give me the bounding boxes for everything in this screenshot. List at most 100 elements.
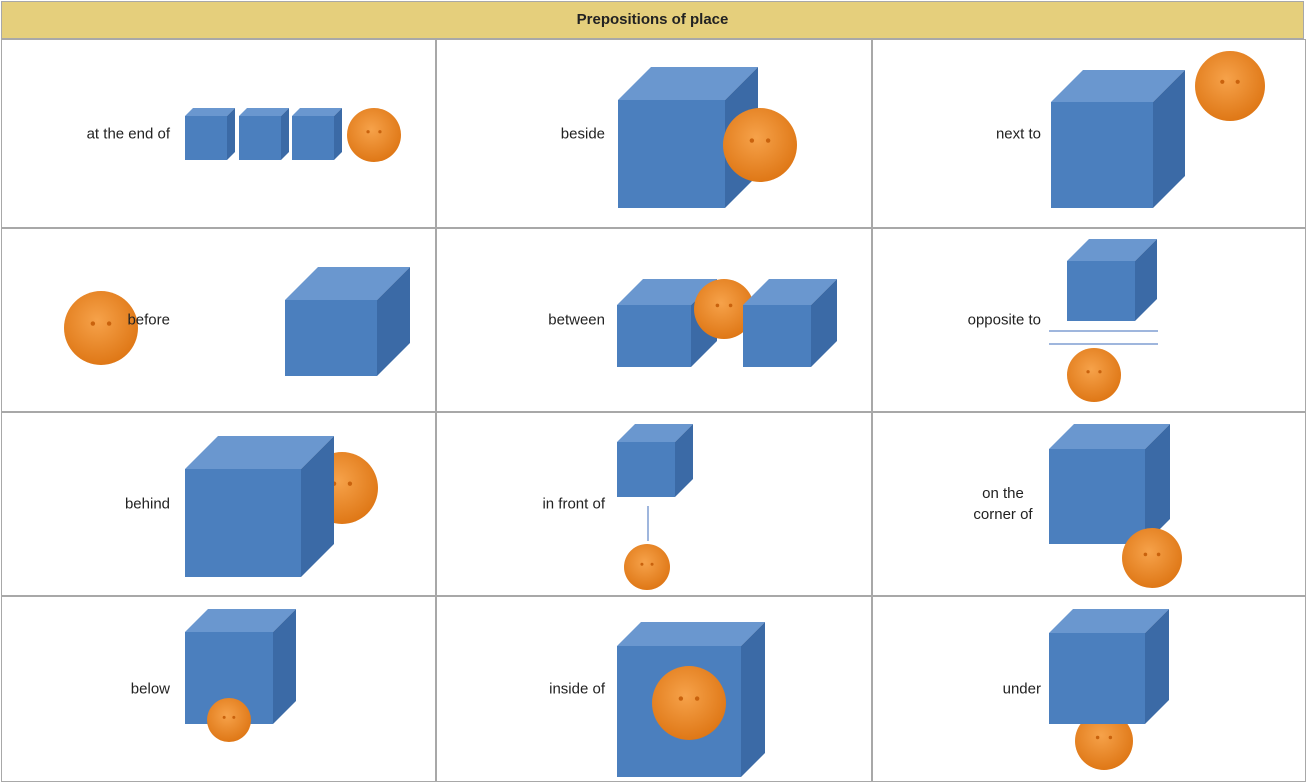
cube-front (239, 116, 281, 160)
ball (207, 698, 251, 742)
preposition-label: at the end of (86, 125, 170, 142)
cube-front (1049, 449, 1145, 544)
ball-eye (1220, 79, 1225, 84)
table-cell: behind (1, 412, 436, 596)
preposition-label: inside of (549, 680, 605, 698)
ball-body (1067, 348, 1121, 402)
cube-side (377, 267, 410, 376)
ball-body (207, 698, 251, 742)
table-cell: next to (872, 39, 1306, 228)
cube (292, 108, 342, 160)
cube-front (185, 469, 301, 577)
cube-front (1067, 261, 1135, 321)
ball-eye (728, 303, 733, 308)
ball-eye (1098, 370, 1102, 374)
ball (1067, 348, 1121, 402)
table-cell: under (872, 596, 1306, 782)
ball-body (347, 108, 401, 162)
table-cell: beside (436, 39, 872, 228)
cube-top (618, 67, 758, 100)
ball-body (652, 666, 726, 740)
cube-top (1051, 70, 1185, 102)
ball (1075, 712, 1133, 770)
cube-top (617, 622, 765, 646)
cube-top (285, 267, 410, 300)
cube-front (185, 116, 227, 160)
table-cell: inside of (436, 596, 872, 782)
preposition-label: under (1002, 680, 1041, 698)
cube-front (1049, 633, 1145, 724)
ball (624, 544, 670, 590)
cube-side (1145, 424, 1170, 544)
ball-eye (650, 562, 654, 566)
ball-body (1122, 528, 1182, 588)
illustration (1049, 424, 1182, 588)
ball-eye (749, 138, 755, 143)
preposition-label: in front of (542, 495, 605, 513)
cube-top (185, 609, 296, 632)
preposition-label: opposite to (967, 311, 1041, 329)
cube (743, 279, 837, 367)
cube (617, 424, 693, 497)
ball (723, 108, 797, 182)
ball (1195, 51, 1265, 121)
cube-side (301, 436, 334, 577)
ball (652, 666, 726, 740)
ball (1122, 528, 1182, 588)
cube-top (617, 424, 693, 442)
ball-eye (1156, 552, 1161, 557)
illustration (1051, 51, 1265, 208)
cube-side (1153, 70, 1185, 208)
ball-eye (765, 138, 771, 143)
cube (1049, 424, 1170, 544)
cube-front (743, 305, 811, 367)
illustration (185, 108, 401, 162)
ball-eye (378, 130, 382, 134)
illustration (618, 67, 797, 208)
cube-front (285, 300, 377, 376)
cube-side (675, 424, 693, 497)
cube-side (273, 609, 296, 724)
preposition-label: before (127, 311, 170, 329)
cube-top (617, 279, 717, 305)
ball-eye (222, 715, 226, 719)
illustration (185, 609, 296, 742)
ball-eye (1095, 735, 1100, 740)
cube-top (1049, 609, 1169, 633)
cube (285, 267, 410, 376)
preposition-label: on the corner of (973, 485, 1033, 523)
illustration (64, 267, 410, 376)
cube (1051, 70, 1185, 208)
cube-top (185, 436, 334, 469)
cube-front (292, 116, 334, 160)
illustration (1049, 609, 1169, 770)
table-cell: below (1, 596, 436, 782)
cube-side (281, 108, 289, 160)
cube-top (1049, 424, 1170, 449)
cube-side (811, 279, 837, 367)
ball (64, 291, 138, 365)
cube-front (617, 442, 675, 497)
ball-eye (715, 303, 720, 308)
preposition-label: below (130, 680, 170, 698)
illustration (185, 436, 378, 577)
table-cell: at the end of (1, 39, 436, 228)
cube-side (1145, 609, 1169, 724)
illustration (617, 424, 693, 590)
ball-body (723, 108, 797, 182)
cube-top (239, 108, 289, 116)
table-cell: in front of (436, 412, 872, 596)
cube-side (741, 622, 765, 777)
ball-eye (1086, 370, 1090, 374)
cube (1067, 239, 1157, 321)
preposition-label: beside (560, 125, 605, 142)
cube-top (743, 279, 837, 305)
table-cell: opposite to (872, 228, 1306, 412)
ball-eye (232, 715, 236, 719)
ball-body (1075, 712, 1133, 770)
ball-eye (678, 696, 684, 701)
table-header: Prepositions of place (1, 1, 1304, 39)
ball (694, 279, 754, 339)
cube (239, 108, 289, 160)
